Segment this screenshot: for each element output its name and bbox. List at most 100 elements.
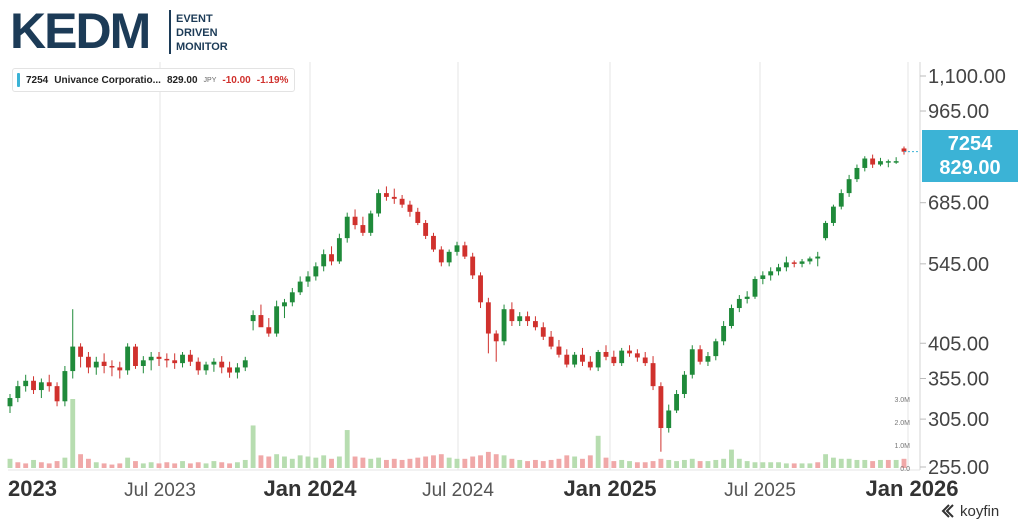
y-tick-label: 545.00: [928, 254, 989, 276]
candle-body: [666, 410, 672, 429]
x-tick-label: Jan 2025: [564, 476, 657, 501]
candle-body: [438, 249, 444, 263]
candle-body: [148, 356, 154, 361]
volume-tick-label: 1.0M: [894, 443, 910, 450]
candle-body: [587, 361, 593, 368]
volume-bar: [752, 462, 758, 468]
volume-bar: [407, 458, 413, 468]
volume-bar: [329, 458, 334, 468]
candle-body: [219, 361, 225, 368]
volume-bar: [297, 455, 303, 468]
candle-body: [689, 349, 695, 375]
legend-company-name: Univance Corporatio...: [54, 74, 161, 86]
koyfin-wordmark: koyfin: [960, 502, 1000, 520]
candle-body: [768, 271, 774, 276]
volume-bar: [478, 455, 483, 468]
logo-line-event: EVENT: [176, 13, 213, 25]
volume-bar: [70, 399, 76, 468]
volume-bar: [23, 463, 29, 468]
volume-bar: [250, 425, 256, 468]
volume-bar: [38, 462, 44, 468]
volume-bar: [674, 461, 680, 468]
candle-body: [838, 193, 844, 207]
candle-body: [156, 356, 162, 359]
candle-body: [195, 361, 201, 371]
candle-body: [478, 275, 483, 303]
candle-body: [846, 179, 852, 194]
volume-bar: [611, 461, 617, 468]
candle-body: [548, 336, 554, 347]
volume-bar: [838, 458, 844, 468]
candle-body: [870, 158, 876, 165]
candle-body: [564, 354, 570, 365]
volume-bar: [78, 454, 84, 468]
candle-body: [697, 349, 703, 362]
volume-bar: [360, 457, 366, 468]
candle-body: [258, 315, 264, 328]
volume-bar: [697, 461, 703, 468]
volume-bar: [344, 430, 350, 468]
candle-body: [423, 222, 429, 236]
candle-body: [493, 333, 499, 342]
x-tick-label: Jan 2024: [264, 476, 358, 501]
legend-price: 829.00: [166, 74, 198, 86]
volume-bar: [187, 463, 193, 468]
candle-body: [227, 367, 233, 373]
volume-bar: [799, 463, 805, 468]
candle-body: [823, 222, 829, 239]
candle-body: [509, 309, 515, 322]
volume-bar: [830, 457, 836, 468]
candle-body: [721, 325, 727, 342]
volume-bar: [627, 461, 632, 468]
candle-body: [23, 380, 29, 387]
volume-bar: [258, 455, 264, 468]
candle-body: [305, 276, 311, 282]
volume-bar: [305, 456, 311, 468]
x-tick-label: Jul 2024: [422, 480, 494, 501]
volume-bar: [893, 459, 899, 468]
candle-body: [391, 196, 397, 199]
candle-body: [70, 346, 76, 372]
volume-bar: [266, 456, 272, 468]
volume-bar: [634, 462, 640, 468]
volume-bar: [721, 458, 727, 468]
candle-body: [352, 216, 358, 226]
volume-bar: [532, 459, 538, 468]
candle-body: [556, 346, 562, 355]
candle-body: [344, 216, 350, 239]
volume-bar: [854, 459, 860, 468]
volume-bar: [195, 462, 201, 468]
candle-body: [736, 298, 742, 309]
x-tick-label: Jan 2026: [866, 476, 959, 501]
candle-body: [93, 361, 99, 368]
candle-body: [485, 302, 491, 334]
volume-bar: [862, 459, 868, 468]
series-color-swatch: [17, 73, 20, 87]
volume-bar: [54, 461, 60, 468]
volume-bar: [140, 463, 146, 468]
volume-bar: [744, 461, 750, 468]
volume-bar: [383, 459, 389, 468]
legend-change-pct: -1.19%: [256, 74, 289, 86]
volume-bar: [85, 458, 91, 468]
volume-bar: [15, 462, 21, 468]
chart-legend[interactable]: 7254 Univance Corporatio... 829.00 JPY -…: [12, 68, 296, 92]
volume-bar: [415, 457, 421, 468]
logo-line-monitor: MONITOR: [176, 41, 228, 53]
candle-body: [729, 308, 734, 326]
volume-bar: [815, 462, 821, 468]
koyfin-chevron-icon: [941, 504, 954, 518]
volume-bar: [642, 462, 648, 468]
x-tick-label: Jul 2025: [724, 480, 796, 501]
volume-bar: [164, 462, 170, 468]
volume-bar: [242, 459, 248, 468]
candle-body: [634, 353, 640, 358]
candle-body: [250, 315, 256, 322]
candle-body: [658, 386, 664, 429]
candle-body: [854, 167, 860, 180]
candle-body: [532, 321, 538, 328]
volume-bar: [846, 458, 852, 468]
candle-body: [125, 346, 131, 371]
volume-bar: [580, 458, 585, 468]
